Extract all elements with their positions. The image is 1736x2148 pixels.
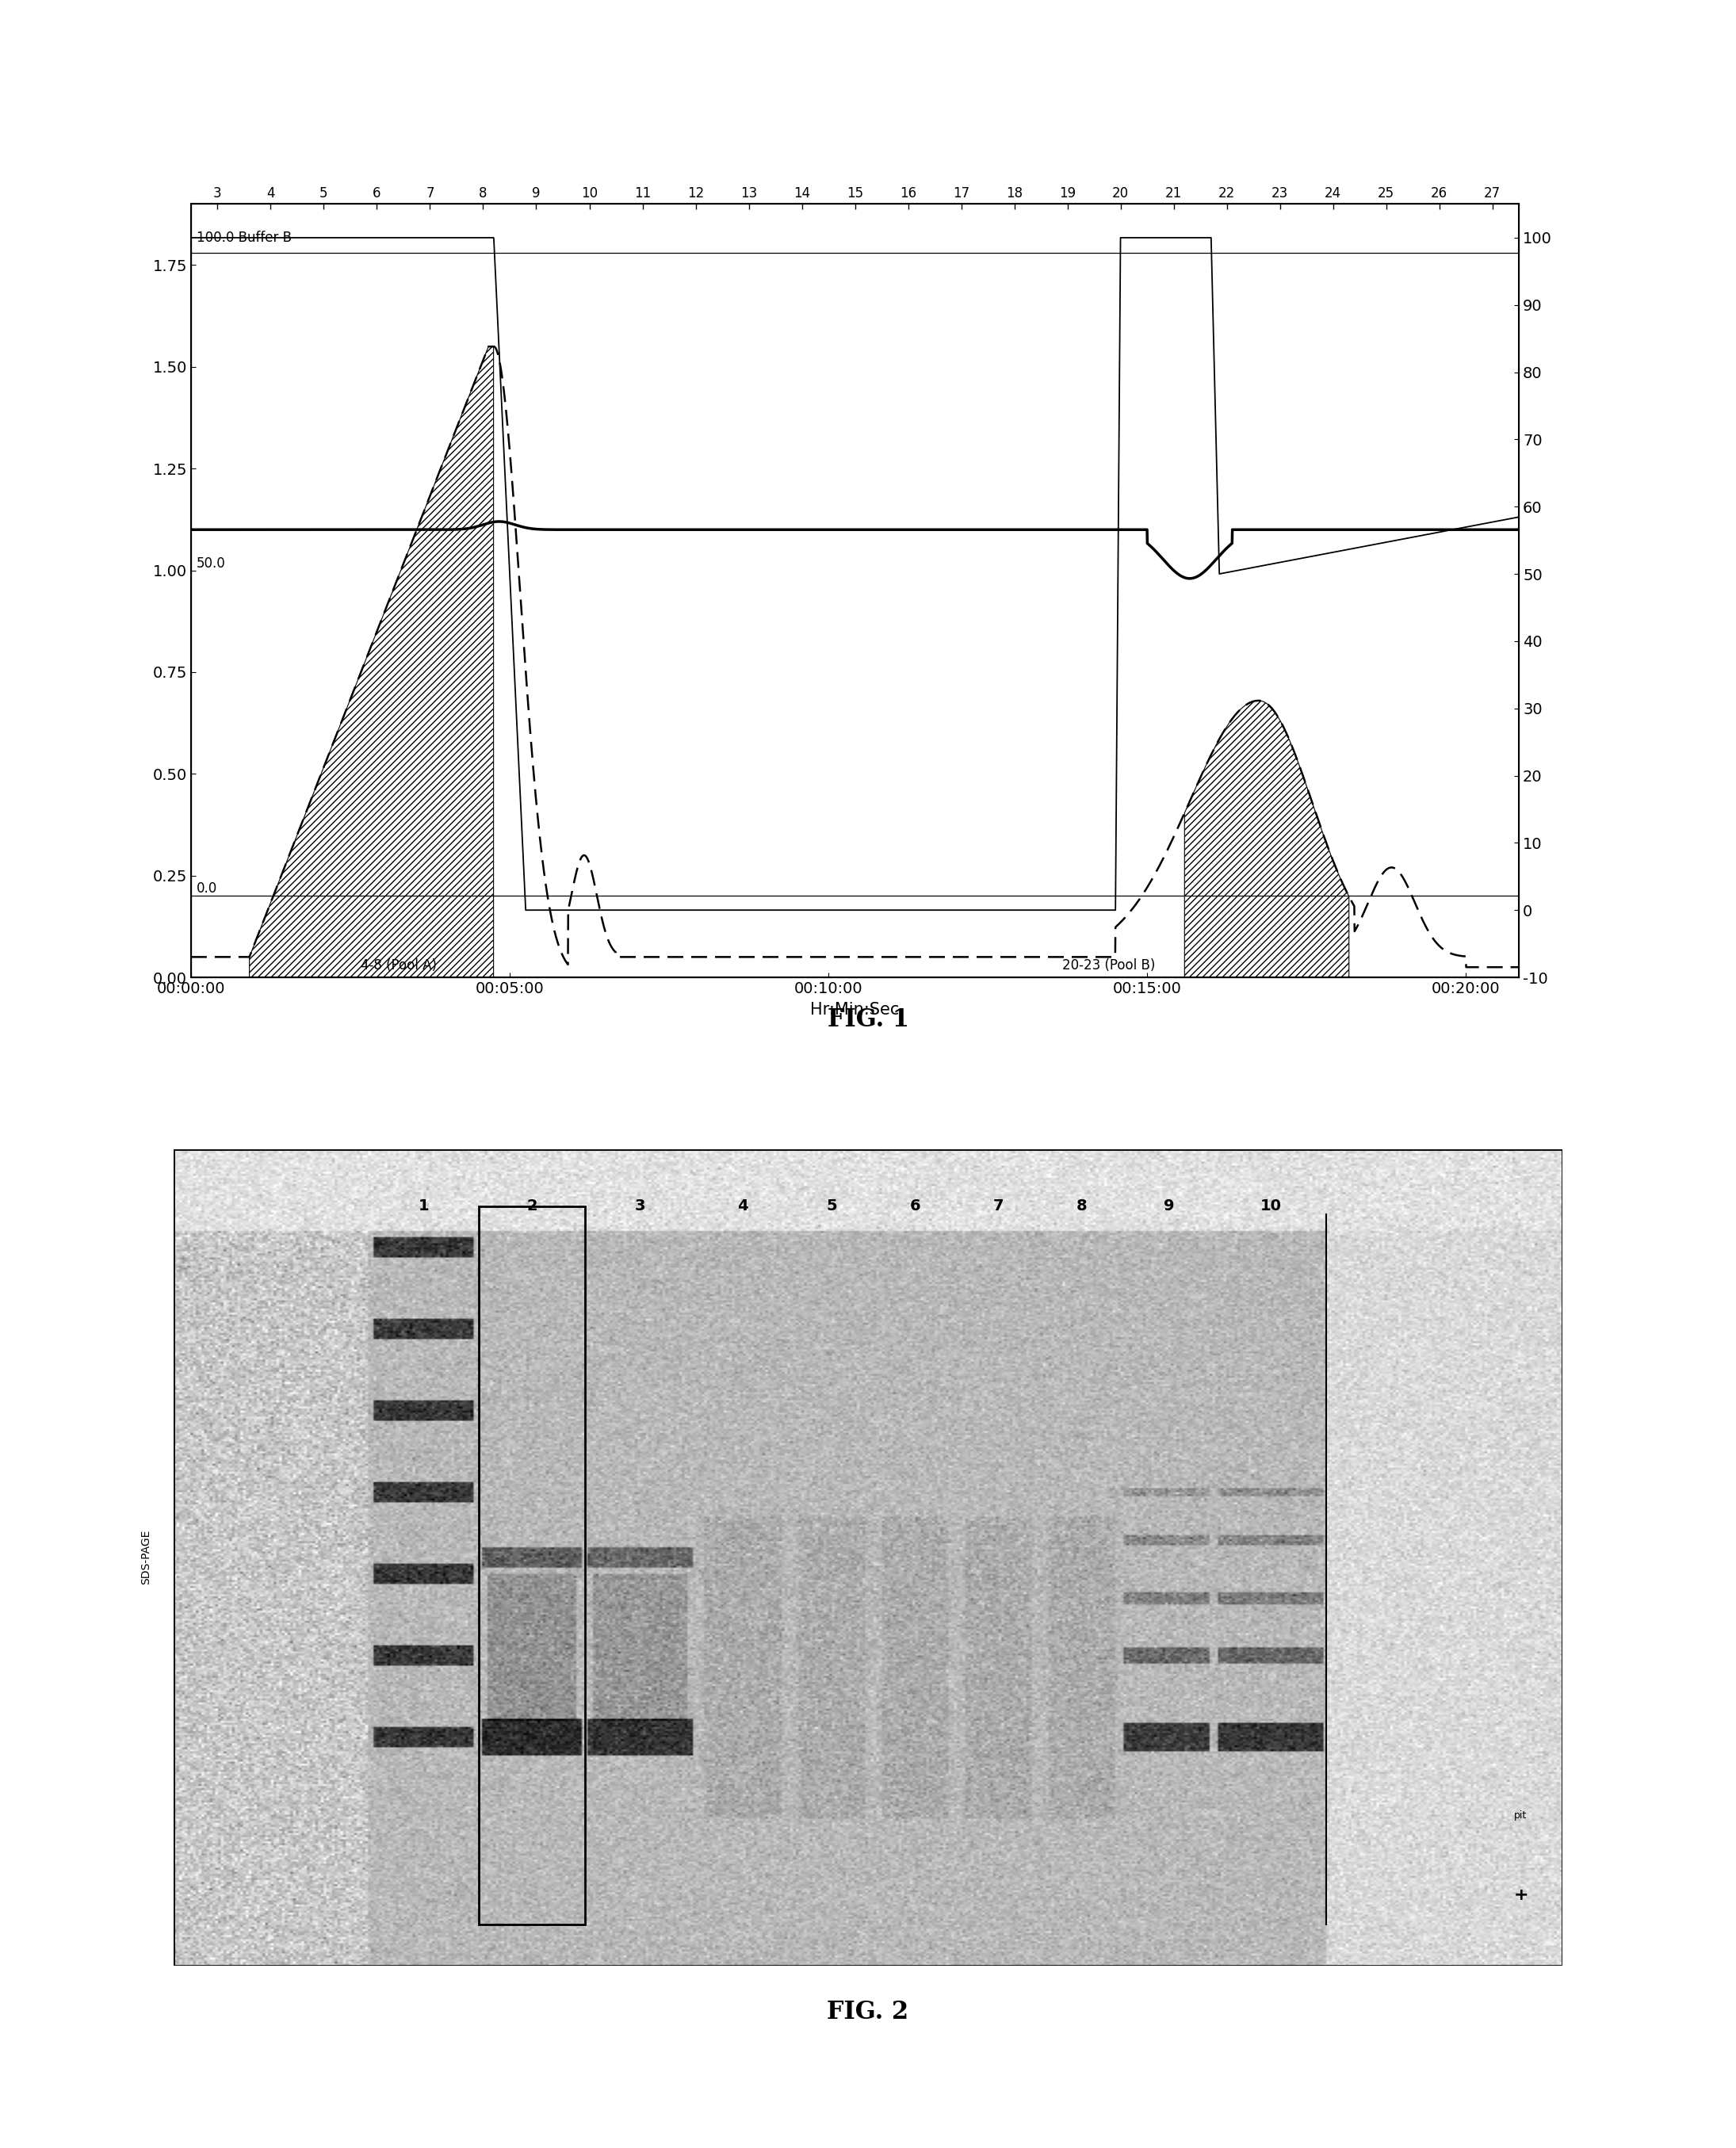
Text: 20-23 (Pool B): 20-23 (Pool B): [1062, 958, 1154, 973]
Bar: [479, 1207, 585, 1925]
Text: FIG. 1: FIG. 1: [826, 1007, 910, 1033]
Text: +: +: [1514, 1888, 1528, 1903]
Text: 8: 8: [1076, 1199, 1087, 1214]
Text: 10: 10: [1260, 1199, 1281, 1214]
Text: FIG. 2: FIG. 2: [826, 2000, 910, 2026]
Text: 6: 6: [910, 1199, 920, 1214]
Text: 50.0: 50.0: [196, 556, 226, 571]
Text: 2: 2: [526, 1199, 538, 1214]
Text: 100.0 Buffer B: 100.0 Buffer B: [196, 230, 292, 245]
Text: pit: pit: [1514, 1811, 1528, 1822]
Text: 4-8 (Pool A): 4-8 (Pool A): [361, 958, 437, 973]
Text: 4: 4: [738, 1199, 748, 1214]
Text: 9: 9: [1165, 1199, 1175, 1214]
Text: SDS-PAGE: SDS-PAGE: [141, 1529, 151, 1585]
Text: 3: 3: [635, 1199, 646, 1214]
Text: 0.0: 0.0: [196, 881, 217, 896]
X-axis label: Hr:Min:Sec: Hr:Min:Sec: [811, 1001, 899, 1018]
Text: 1: 1: [418, 1199, 429, 1214]
Text: 7: 7: [993, 1199, 1003, 1214]
Text: 5: 5: [826, 1199, 837, 1214]
